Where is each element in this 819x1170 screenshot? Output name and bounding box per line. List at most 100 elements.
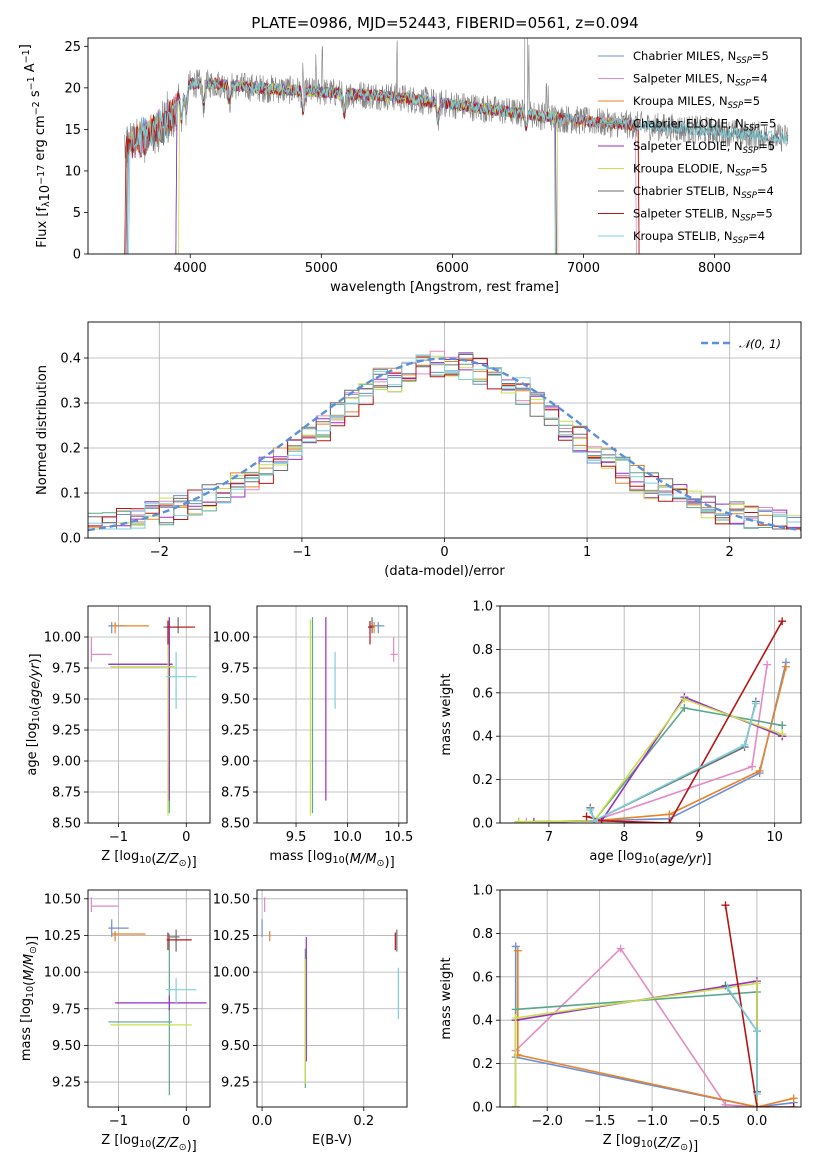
y-tick-label: 8.75 <box>52 786 81 801</box>
y-tick-label: 9.50 <box>221 693 250 708</box>
x-tick-label: −1 <box>109 830 128 845</box>
x-axis-label: Z [log10(Z/Z⊙)] <box>101 1133 196 1154</box>
y-tick-label: 9.25 <box>221 1076 250 1091</box>
figure-title: PLATE=0986, MJD=52443, FIBERID=0561, z=0… <box>251 14 638 32</box>
weight-line-kroupa-miles <box>517 950 794 1107</box>
errorbar-chabrier-stelib <box>169 929 180 952</box>
x-tick-label: 0.2 <box>353 1114 374 1129</box>
weight-line-chabrier-stelib <box>589 701 757 822</box>
x-axis-label: Z [log10(Z/Z⊙)] <box>101 849 196 870</box>
y-tick-label: 9.25 <box>52 1076 81 1091</box>
y-tick-label: 9.75 <box>52 662 81 677</box>
x-tick-label: 0 <box>182 1114 190 1129</box>
weight-marker <box>781 662 790 671</box>
x-tick-label: 9.5 <box>286 830 307 845</box>
weight-marker <box>665 810 674 819</box>
weight-marker <box>751 699 760 708</box>
weight-marker <box>740 740 749 749</box>
mass-vs-ebv-panel: 0.0 0.2 9.25 9.50 9.75 10.00 10.25 10.50 E(B-V) <box>213 889 408 1148</box>
x-axis-label: Z [log10(Z/Z⊙)] <box>603 1133 698 1154</box>
y-tick-label: 0 <box>73 248 81 263</box>
errorbar-salpeter-elodie <box>108 617 173 801</box>
weight-marker <box>752 1027 761 1036</box>
y-tick-label: 10.25 <box>44 929 81 944</box>
y-tick-label: 0.2 <box>60 442 81 457</box>
x-tick-label: 8000 <box>698 261 731 276</box>
y-tick-label: 9.00 <box>52 755 81 770</box>
x-tick-label: 1 <box>583 545 591 560</box>
weight-marker <box>511 1014 520 1023</box>
x-tick-label: 2 <box>726 545 734 560</box>
y-tick-label: 10.50 <box>44 892 81 907</box>
weight-line-salpeter-miles <box>515 947 758 1107</box>
y-axis-label: mass [log10(M/M⊙)] <box>19 936 40 1061</box>
weight-marker <box>763 660 772 669</box>
x-tick-label: −2.0 <box>531 1114 563 1129</box>
y-tick-label: 0.4 <box>472 730 493 745</box>
axes-frame <box>87 321 802 539</box>
y-tick-label: 0.8 <box>472 927 493 942</box>
age-vs-Z-panel: −1 0 8.50 8.75 9.00 9.25 9.50 9.75 10.00 Z [log10… <box>25 605 211 870</box>
x-axis-label: age [log10(age/yr)] <box>589 849 711 867</box>
axes-frame <box>499 889 802 1108</box>
weight-marker <box>789 1094 798 1103</box>
y-tick-label: 9.50 <box>221 1039 250 1054</box>
legend-label-chabrier-miles: Chabrier MILES, NSSP=5 <box>633 49 769 66</box>
y-tick-label: 9.25 <box>52 724 81 739</box>
y-tick-label: 1.0 <box>472 884 493 899</box>
y-tick-label: 25 <box>64 40 81 55</box>
weight-marker <box>748 762 757 771</box>
axes-frame <box>256 605 408 824</box>
legend-label-kroupa-miles: Kroupa MILES, NSSP=5 <box>633 94 760 111</box>
weight-marker <box>582 812 591 821</box>
y-tick-label: 0.3 <box>60 397 81 412</box>
panels: 4000 5000 6000 7000 80000510152025wavelength… <box>18 37 802 1154</box>
weight-marker <box>665 819 674 823</box>
legend-label-salpeter-elodie: Salpeter ELODIE, NSSP=5 <box>633 139 775 156</box>
spectrum-legend: Chabrier MILES, NSSP=5 Salpeter MILES, NS… <box>598 49 776 246</box>
errorbar-salpeter-miles <box>390 637 398 662</box>
weight-vs-Z-panel: −2.0 −1.5 −1.0 −0.5 0.0 0.0 0.2 0.4 0.6 0.8 1.0 Z [… <box>439 884 802 1154</box>
legend-label-gaussian: 𝒩(0, 1) <box>739 337 781 351</box>
errorbar-kroupa-stelib <box>165 977 197 1005</box>
errorbar-salpeter-stelib <box>166 620 196 645</box>
x-tick-label: 8 <box>620 830 628 845</box>
y-tick-label: 0.2 <box>472 1057 493 1072</box>
x-tick-label: 10.0 <box>333 830 362 845</box>
x-tick-label: 10.5 <box>384 830 413 845</box>
weight-vs-age-panel: 7 8 9 10 0.0 0.2 0.4 0.6 0.8 1.0 age [log10(age/yr… <box>439 600 802 867</box>
y-tick-label: 10.00 <box>44 966 81 981</box>
y-tick-label: 0.0 <box>472 817 493 832</box>
weight-line-kroupa-stelib <box>589 703 757 822</box>
weight-marker <box>514 817 523 823</box>
y-tick-label: 0.0 <box>60 532 81 547</box>
weight-marker <box>586 805 595 814</box>
x-tick-label: −1.5 <box>584 1114 616 1129</box>
errorbar-chabrier-elodie <box>108 617 173 814</box>
legend-label-salpeter-stelib: Salpeter STELIB, NSSP=5 <box>633 207 773 224</box>
weight-line-salpeter-miles <box>526 664 768 823</box>
model-spectrum-kroupa-stelib <box>128 76 788 254</box>
weight-marker <box>723 983 732 992</box>
weight-marker <box>752 1089 761 1098</box>
y-tick-label: 8.50 <box>221 817 250 832</box>
legend-label-chabrier-stelib: Chabrier STELIB, NSSP=4 <box>633 184 774 201</box>
y-tick-label: 10.00 <box>44 631 81 646</box>
weight-marker <box>778 617 787 626</box>
errorbar-kroupa-miles <box>111 622 149 634</box>
y-tick-label: 0.2 <box>472 773 493 788</box>
y-tick-label: 9.25 <box>221 724 250 739</box>
x-tick-label: 0.0 <box>747 1114 768 1129</box>
y-tick-label: 0.4 <box>472 1014 493 1029</box>
x-tick-label: 6000 <box>436 261 469 276</box>
errorbar-kroupa-miles <box>111 931 146 942</box>
weight-marker <box>590 816 599 823</box>
y-tick-label: 9.00 <box>221 755 250 770</box>
weight-marker <box>778 730 787 739</box>
y-axis-label: mass weight <box>439 673 454 755</box>
x-tick-label: 10 <box>766 830 783 845</box>
weight-marker <box>597 816 606 823</box>
weight-marker <box>511 1005 520 1014</box>
x-tick-label: 0 <box>182 830 190 845</box>
